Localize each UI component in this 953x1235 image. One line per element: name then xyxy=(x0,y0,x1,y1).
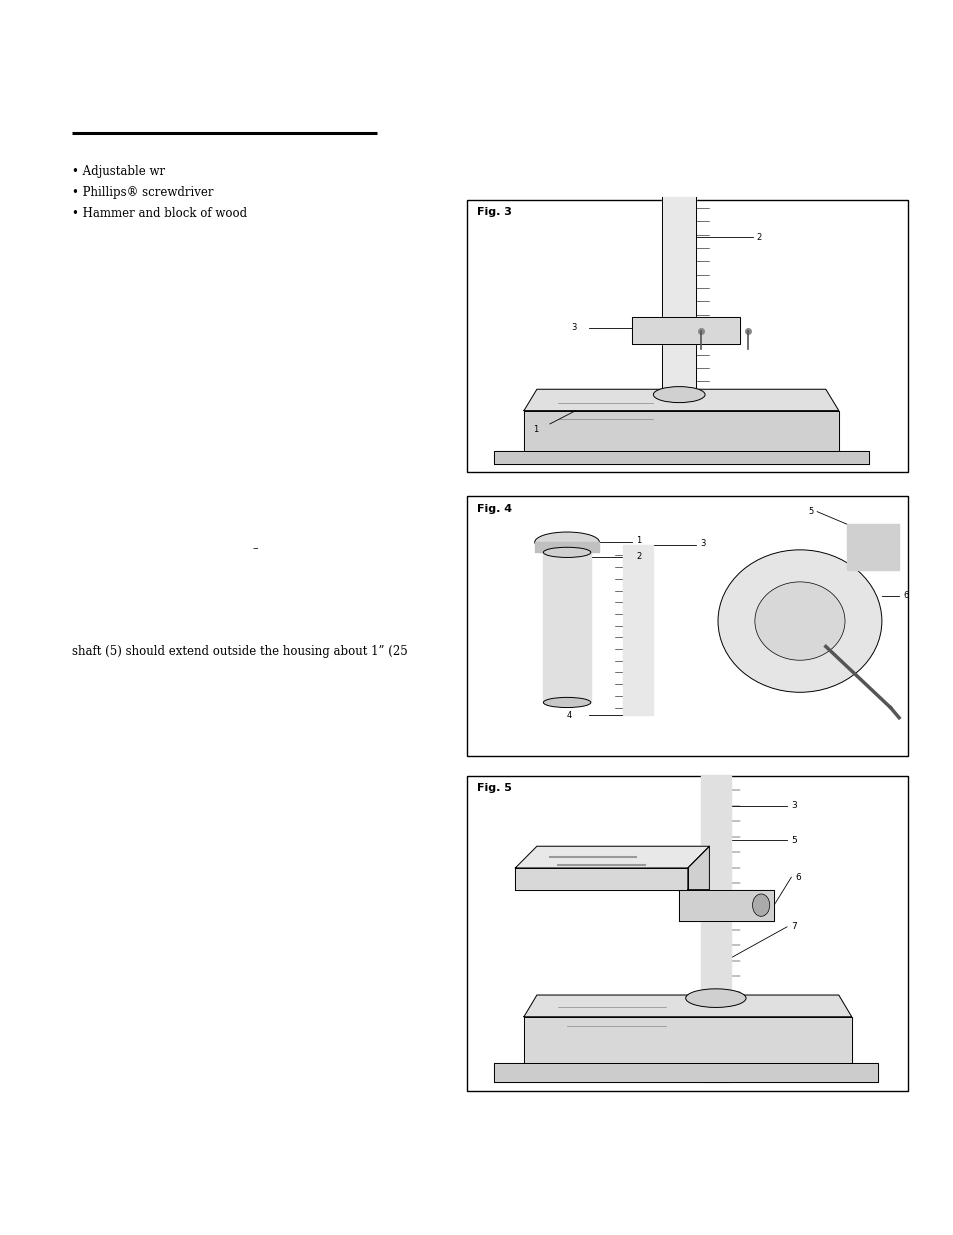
Text: Fig. 4: Fig. 4 xyxy=(476,504,512,514)
Polygon shape xyxy=(687,846,709,889)
Polygon shape xyxy=(700,774,730,1082)
Polygon shape xyxy=(535,542,598,552)
Ellipse shape xyxy=(653,387,704,403)
Text: 7: 7 xyxy=(790,923,797,931)
Text: 5: 5 xyxy=(743,576,748,585)
Text: 3: 3 xyxy=(571,324,577,332)
Text: Fig. 3: Fig. 3 xyxy=(476,207,512,217)
Text: Fig. 5: Fig. 5 xyxy=(476,783,512,793)
Polygon shape xyxy=(679,889,773,920)
Text: 2: 2 xyxy=(756,232,761,242)
Text: –: – xyxy=(253,543,258,553)
Bar xyxy=(467,200,907,472)
Polygon shape xyxy=(543,552,590,703)
Text: 1: 1 xyxy=(636,536,640,546)
Text: 1: 1 xyxy=(532,425,537,433)
Ellipse shape xyxy=(754,582,844,661)
Ellipse shape xyxy=(535,532,598,552)
Text: 2: 2 xyxy=(636,552,640,561)
Polygon shape xyxy=(523,1016,851,1063)
Polygon shape xyxy=(622,545,653,715)
Circle shape xyxy=(752,894,769,916)
Text: • Hammer and block of wood: • Hammer and block of wood xyxy=(71,207,247,221)
Polygon shape xyxy=(515,846,709,868)
Ellipse shape xyxy=(718,550,881,693)
Ellipse shape xyxy=(685,989,745,1008)
Polygon shape xyxy=(661,198,696,389)
Polygon shape xyxy=(523,995,851,1016)
Polygon shape xyxy=(523,410,838,451)
Text: • Phillips® screwdriver: • Phillips® screwdriver xyxy=(71,186,213,200)
Text: • Adjustable wr: • Adjustable wr xyxy=(71,165,165,179)
Bar xyxy=(467,496,907,756)
Text: 5: 5 xyxy=(790,836,797,845)
Text: 4: 4 xyxy=(566,710,572,720)
Text: 6: 6 xyxy=(795,873,801,882)
Polygon shape xyxy=(494,451,868,464)
Ellipse shape xyxy=(543,698,590,708)
Ellipse shape xyxy=(543,547,590,557)
Text: 3: 3 xyxy=(700,538,705,548)
Polygon shape xyxy=(631,317,739,343)
Polygon shape xyxy=(846,525,898,571)
Bar xyxy=(467,776,907,1091)
Text: 5: 5 xyxy=(808,508,813,516)
Polygon shape xyxy=(515,868,687,889)
Polygon shape xyxy=(523,389,838,410)
Text: 3: 3 xyxy=(790,802,797,810)
Text: 6: 6 xyxy=(902,592,908,600)
Text: shaft (5) should extend outside the housing about 1” (25: shaft (5) should extend outside the hous… xyxy=(71,645,407,658)
Polygon shape xyxy=(494,1063,877,1082)
